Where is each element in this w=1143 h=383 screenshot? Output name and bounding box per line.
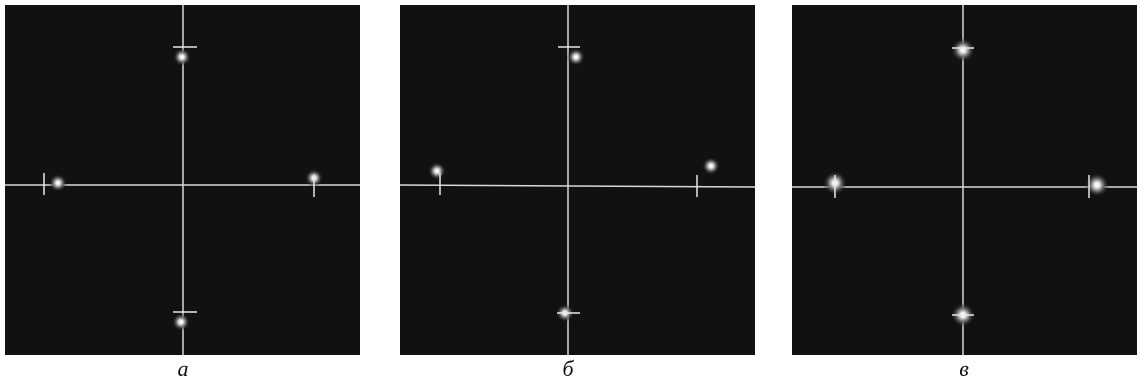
figure: а б в [0,0,1143,383]
panel-a [5,5,360,355]
spot [951,38,975,62]
spot [173,48,191,66]
spot [172,313,190,331]
spot [428,162,446,180]
panel-label: а [178,356,189,381]
spot [49,174,67,192]
spot [702,157,720,175]
spot [567,48,585,66]
panel-b [400,5,755,355]
panel-label: в [959,356,969,381]
panel-label: б [562,356,574,381]
panel-c [792,5,1137,355]
